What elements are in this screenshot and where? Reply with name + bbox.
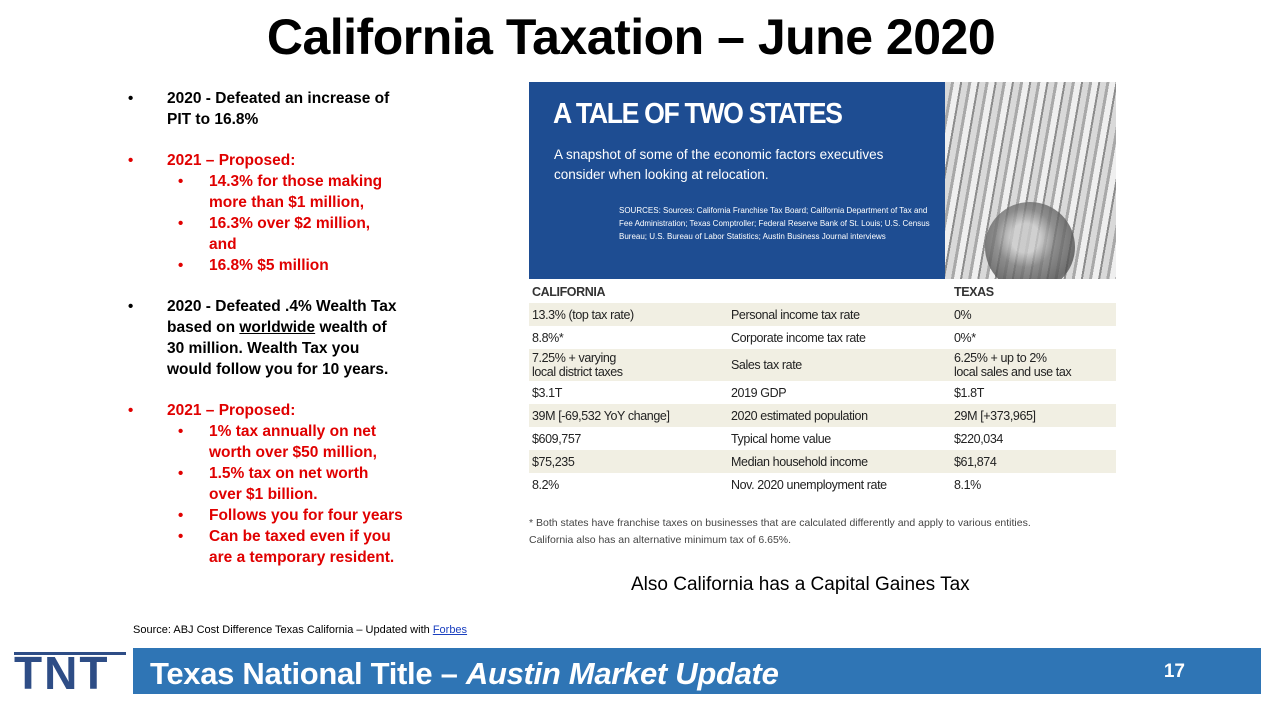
table-row: $75,235 Median household income $61,874 [529,450,1116,473]
metric-label: Corporate income tax rate [731,330,866,345]
tnt-logo: TNT [14,647,110,699]
infographic-heading: A TALE OF TWO STATES [553,98,843,130]
infographic-subheading: A snapshot of some of the economic facto… [554,147,884,182]
texas-value: 0%* [954,330,976,345]
metric-label: Personal income tax rate [728,303,951,326]
metric-label: 2020 estimated population [728,404,951,427]
slide-title: California Taxation – June 2020 [266,9,996,65]
bullet-item: • 2021 – Proposed: • 14.3% for those makin… [128,150,418,276]
bullet-item: • 2020 - Defeated .4% Wealth Tax based on… [128,296,418,380]
table-row: 8.2% Nov. 2020 unemployment rate 8.1% [529,473,1116,496]
metric-label: 2019 GDP [731,385,787,400]
infographic-sources: SOURCES: Sources: California Franchise T… [619,206,930,241]
texas-value: $1.8T [954,385,984,400]
california-value: $3.1T [532,385,562,400]
california-value: 8.2% [532,477,559,492]
table-row: 39M [-69,532 YoY change] 2020 estimated p… [529,404,1116,427]
sub-bullet: • 1.5% tax on net worth [178,465,369,482]
capital-gains-note: Also California has a Capital Gaines Tax [631,574,970,595]
table-row: 8.8%* Corporate income tax rate 0%* [529,326,1116,349]
texas-header: TEXAS [951,279,1116,303]
forbes-link[interactable]: Forbes [432,624,468,636]
bullet-list: • 2020 - Defeated an increase of PIT to 1… [128,88,418,588]
california-value: 39M [-69,532 YoY change] [529,404,728,427]
sub-bullet: • 16.3% over $2 million, [178,215,371,232]
source-citation: Source: ABJ Cost Difference Texas Califo… [133,624,468,636]
sub-bullet: • 14.3% for those making [178,173,383,190]
california-value: 13.3% (top tax rate) [529,303,728,326]
texas-value: 0% [951,303,1116,326]
bullet-dot: • [128,90,134,107]
california-value: 8.8%* [532,330,564,345]
bullet-dot: • [128,152,134,169]
wealth-tax-line: based on worldwide wealth of [167,319,387,336]
metric-label: Nov. 2020 unemployment rate [731,477,887,492]
table-row: 13.3% (top tax rate) Personal income tax … [529,303,1116,326]
bullet-dot: • [128,402,134,419]
table-row: $3.1T 2019 GDP $1.8T [529,381,1116,404]
california-header: CALIFORNIA [529,279,728,303]
metric-label: Typical home value [731,431,831,446]
infographic-footnote: * Both states have franchise taxes on bu… [529,517,1031,546]
comparison-table: CALIFORNIA TEXAS 13.3% (top tax rate) Per… [529,279,1116,496]
footer-title: Texas National Title – Austin Market Upd… [150,656,779,691]
tale-of-two-states-infographic: A TALE OF TWO STATES A snapshot of some … [529,82,1116,496]
sub-bullet: • 16.8% $5 million [178,257,329,274]
texas-value: $61,874 [951,450,1116,473]
texas-value: 8.1% [954,477,981,492]
table-row: $609,757 Typical home value $220,034 [529,427,1116,450]
sub-bullet: • Follows you for four years [178,507,403,524]
texas-value: 6.25% + up to 2% local sales and use tax [951,349,1116,381]
bullet-item: • 2020 - Defeated an increase of PIT to 1… [128,90,390,128]
page-number: 17 [1163,661,1185,682]
sub-bullet: • Can be taxed even if you [178,528,391,545]
sub-bullet: • 1% tax annually on net [178,423,377,440]
metric-label: Sales tax rate [728,349,951,381]
logo-rule [14,652,126,655]
table-header-row: CALIFORNIA TEXAS [529,279,1116,303]
bullet-dot: • [128,298,134,315]
footer-bar: Texas National Title – Austin Market Upd… [133,648,1261,694]
bullet-item: • 2021 – Proposed: • 1% tax annually on ne… [128,400,418,568]
infographic-banner: A TALE OF TWO STATES A snapshot of some … [529,82,1116,279]
california-value: $75,235 [529,450,728,473]
table-row: 7.25% + varying local district taxes Sale… [529,349,1116,381]
metric-label: Median household income [728,450,951,473]
texas-value: 29M [+373,965] [951,404,1116,427]
california-value: $609,757 [532,431,581,446]
texas-value: $220,034 [954,431,1003,446]
california-value: 7.25% + varying local district taxes [529,349,728,381]
currency-photo [945,82,1116,279]
